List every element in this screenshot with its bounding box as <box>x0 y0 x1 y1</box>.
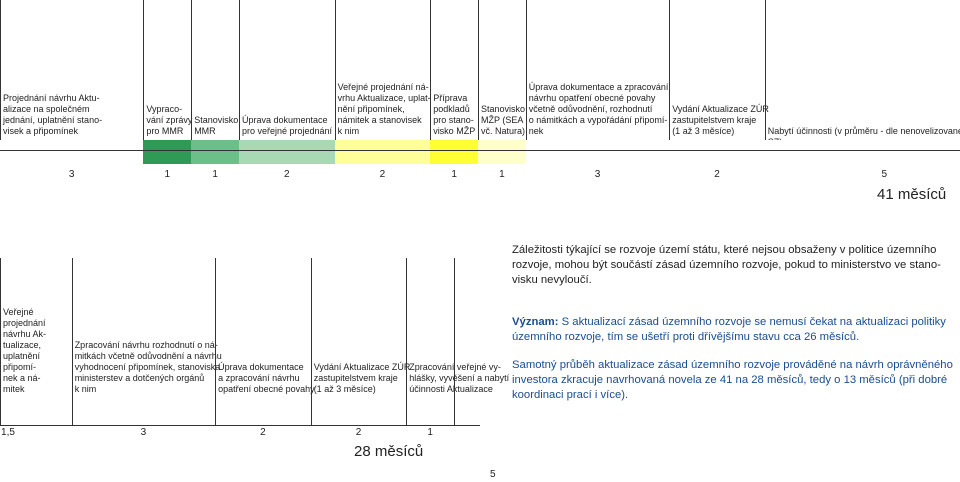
phase-divider-end-1 <box>454 258 456 425</box>
phase-bar <box>478 140 526 164</box>
phase-bar <box>143 140 192 164</box>
phase-label: Zpracování návrhu rozhodnutí o ná- mitká… <box>74 340 222 394</box>
phase-duration-label: 2 <box>714 169 720 180</box>
phase-duration-label: 5 <box>881 169 888 180</box>
phase-label: Veřejné projednání návrhu Ak- tualizace,… <box>3 307 47 394</box>
phase-label: Úprava dokumentace a zpracování návrhu o… <box>218 362 315 394</box>
phase-duration-label: 2 <box>260 427 266 438</box>
meaning-text: S aktualizací zásad územního rozvoje se … <box>512 316 946 343</box>
phase-divider-0-4 <box>334 0 336 150</box>
phase-label: Úprava dokumentace a zpracování návrhu o… <box>528 82 669 136</box>
phase-label: Úprava dokumentace pro veřejné projednán… <box>242 115 333 136</box>
phase-label: Stanovisko MŽP (SEA vč. Natura) <box>481 104 526 136</box>
meaning-label: Význam: <box>512 316 559 328</box>
phase-divider-1-2 <box>215 258 217 425</box>
paragraph-meaning: Význam: S aktualizací zásad územního roz… <box>512 315 956 345</box>
phase-duration-label: 1 <box>164 169 171 180</box>
paragraph-info: Záležitosti týkající se rozvoje území st… <box>512 244 941 286</box>
phase-divider-1-1 <box>71 258 73 425</box>
phase-duration-label: 1,5 <box>1 427 15 438</box>
phase-label: Příprava podkladů pro stano- visko MŽP <box>433 93 476 136</box>
phase-bar <box>239 140 335 164</box>
phase-duration-label: 1 <box>499 169 505 180</box>
paragraph-summary: Samotný průběh aktualizace zásad územníh… <box>512 359 953 401</box>
phase-divider-0-6 <box>478 0 479 150</box>
timeline-axis-1 <box>0 425 480 426</box>
timeline-axis-0 <box>0 150 960 151</box>
phase-duration-label: 1 <box>427 427 433 438</box>
phase-label: Stanovisko MMR <box>194 115 239 136</box>
phase-divider-0-9 <box>764 0 766 150</box>
phase-divider-0-5 <box>430 0 432 150</box>
phase-divider-0-3 <box>239 0 240 150</box>
phase-duration-label: 3 <box>594 169 601 180</box>
phase-bar <box>191 140 239 164</box>
phase-bar <box>334 140 431 164</box>
total-bottom-label: 28 měsíců <box>354 443 424 460</box>
phase-bar <box>525 140 670 164</box>
phase-duration-label: 2 <box>379 169 386 180</box>
phase-divider-1-4 <box>406 258 408 425</box>
phase-duration-label: 1 <box>212 169 218 180</box>
phase-label: Vypraco- vání zprávy pro MMR <box>146 104 193 136</box>
total-top-label: 41 měsíců <box>877 186 947 203</box>
phase-divider-0-2 <box>191 0 193 150</box>
phase-bar <box>764 140 960 164</box>
phase-bar <box>0 140 144 164</box>
phase-label: Veřejné projednání ná- vrhu Aktualizace,… <box>337 82 431 136</box>
phase-divider-1-0 <box>0 258 1 425</box>
page-number: 5 <box>490 469 496 480</box>
phase-label: Vydání Aktualizace ZÚR zastupitelstvem k… <box>313 362 411 394</box>
phase-divider-0-0 <box>0 0 1 150</box>
phase-label: Zpracování veřejné vy- hlášky, vyvěšení … <box>409 362 510 394</box>
phase-bar <box>669 140 765 164</box>
phase-duration-label: 2 <box>355 427 362 438</box>
phase-duration-label: 2 <box>284 169 290 180</box>
phase-divider-0-1 <box>143 0 145 150</box>
phase-divider-0-8 <box>669 0 671 150</box>
phase-duration-label: 3 <box>140 427 147 438</box>
phase-bar <box>430 140 478 164</box>
phase-divider-0-7 <box>525 0 527 150</box>
phase-divider-1-3 <box>310 258 312 425</box>
phase-label: Vydání Aktualizace ZÚR zastupitelstvem k… <box>672 104 769 136</box>
phase-label: Projednání návrhu Aktu- alizace na spole… <box>3 93 103 136</box>
phase-duration-label: 3 <box>68 169 75 180</box>
phase-duration-label: 1 <box>451 169 457 180</box>
